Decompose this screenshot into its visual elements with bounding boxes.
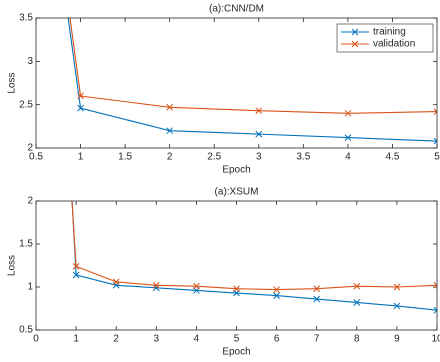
x-tick-label: 7 <box>314 334 320 345</box>
y-tick-label: 1 <box>27 282 33 293</box>
marker <box>77 92 84 100</box>
chart-title: (a):CNN/DM <box>209 4 264 15</box>
plot-frame <box>35 17 438 149</box>
marker <box>72 263 80 270</box>
x-tick-label: 0.5 <box>29 152 43 163</box>
y-tick-label: 2 <box>27 143 33 154</box>
x-axis-label: Epoch <box>222 165 250 176</box>
legend-box <box>336 23 434 53</box>
marker <box>433 137 437 145</box>
y-axis-label: Loss <box>7 255 18 276</box>
marker <box>393 283 401 291</box>
plot-area <box>67 18 437 145</box>
marker <box>344 134 352 141</box>
x-tick-label: 1.5 <box>118 152 132 163</box>
x-tick-label: 9 <box>394 334 400 345</box>
y-axis-label: Loss <box>7 72 18 93</box>
legend-marker <box>351 40 359 48</box>
series-line <box>69 18 437 114</box>
marker <box>433 306 437 314</box>
x-tick-label: 2.5 <box>207 152 221 163</box>
x-tick-label: 2 <box>167 152 173 163</box>
marker <box>233 285 240 293</box>
x-tick-label: 3 <box>256 152 262 163</box>
x-tick-label: 3.5 <box>296 152 310 163</box>
x-tick-label: 1 <box>73 334 79 345</box>
marker <box>353 299 361 306</box>
x-tick-label: 8 <box>354 334 360 345</box>
marker <box>77 104 84 112</box>
plot-frame <box>35 200 438 331</box>
marker <box>166 103 174 111</box>
y-tick-label: 1.5 <box>19 239 33 250</box>
chart: (a):XSUM Epoch Loss 0 1 2 3 4 5 6 7 8 9 10 0.5 1 1.5 2 <box>7 187 440 358</box>
marker <box>193 282 200 290</box>
y-tick-label: 3 <box>27 56 33 67</box>
marker <box>433 281 437 289</box>
marker <box>353 282 361 290</box>
x-tick-label: 10 <box>431 334 440 345</box>
x-tick-label: 4 <box>194 334 200 345</box>
y-tick-label: 2.5 <box>19 99 33 110</box>
marker <box>393 302 401 310</box>
y-tick-label: 0.5 <box>19 325 33 336</box>
marker <box>273 286 280 293</box>
marker <box>273 292 280 299</box>
plot-area <box>71 201 437 314</box>
x-tick-label: 1 <box>78 152 84 163</box>
x-tick-label: 0 <box>33 334 39 345</box>
chart: (a):CNN/DM Epoch Loss 0.5 1 1.5 2 2.5 3 3.5 4 4.5 5 2… <box>7 4 440 176</box>
x-axis-label: Epoch <box>222 347 250 358</box>
marker <box>255 130 263 138</box>
x-tick-label: 4.5 <box>385 152 399 163</box>
chart-title: (a):XSUM <box>215 187 259 198</box>
legend-marker <box>351 28 359 36</box>
marker <box>72 271 80 279</box>
marker <box>313 285 321 293</box>
y-tick-label: 2 <box>27 196 33 207</box>
x-tick-label: 5 <box>434 152 440 163</box>
legend-label: validation <box>373 39 415 50</box>
legend-label: training <box>373 27 406 38</box>
marker <box>112 278 120 286</box>
marker <box>433 108 437 115</box>
y-tick-label: 3.5 <box>19 13 33 24</box>
x-tick-label: 2 <box>113 334 119 345</box>
marker <box>152 281 160 289</box>
x-tick-label: 4 <box>345 152 351 163</box>
x-tick-label: 3 <box>154 334 160 345</box>
series-line <box>67 18 437 142</box>
marker <box>313 295 321 303</box>
x-tick-label: 6 <box>274 334 280 345</box>
marker <box>255 107 263 115</box>
x-tick-label: 5 <box>234 334 240 345</box>
marker <box>166 127 174 135</box>
marker <box>344 109 352 117</box>
